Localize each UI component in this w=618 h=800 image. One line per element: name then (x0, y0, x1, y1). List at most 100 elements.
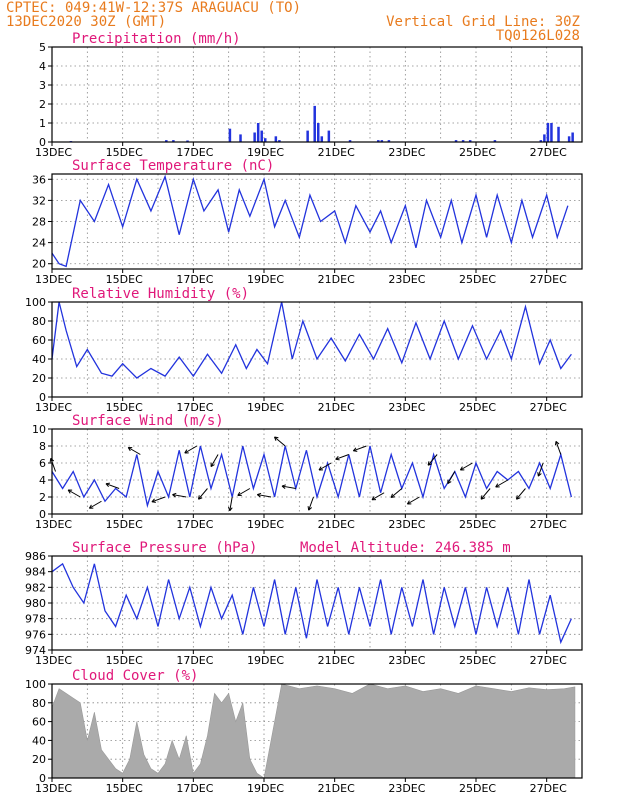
press-xtick-label: 13DEC (35, 654, 72, 667)
press-annotation: Model Altitude: 246.385 m (300, 540, 511, 556)
wind-arrow (274, 436, 286, 447)
cloud-xtick-label: 27DEC (530, 782, 567, 795)
precip-bar (543, 134, 546, 142)
wind-arrow-head (459, 466, 465, 471)
precip-bar (387, 140, 391, 142)
wind-title: Surface Wind (m/s) (72, 413, 224, 429)
wind-ytick-label: 8 (39, 440, 46, 453)
precip-bar (377, 140, 380, 142)
precip-bar (571, 132, 574, 142)
precip-bar (172, 140, 175, 142)
wind-arrow (353, 445, 367, 452)
wind-arrow (105, 483, 120, 489)
rh-ytick-label: 0 (39, 391, 46, 404)
wind-ytick-label: 4 (39, 474, 46, 487)
temp-line (51, 174, 569, 268)
wind-arrow-head (197, 495, 203, 500)
press-ytick-label: 974 (25, 644, 46, 657)
panel-precip: Precipitation (mm/h) 0 1 2 3 4 5 13DEC 15DEC 17DE… (35, 31, 583, 159)
wind-arrow-head (127, 447, 133, 452)
wind-arrow (67, 489, 81, 498)
precip-xtick-label: 27DEC (530, 146, 567, 159)
wind-arrow-head (447, 479, 452, 485)
press-ytick-label: 984 (25, 566, 46, 579)
wind-arrow (480, 488, 491, 500)
press-title: Surface Pressure (hPa) (72, 540, 257, 556)
temp-xtick-label: 27DEC (530, 273, 567, 286)
press-ytick-label: 978 (25, 613, 46, 626)
wind-arrow (237, 488, 251, 496)
precip-bar (306, 130, 309, 142)
wind-arrow-head (352, 447, 358, 452)
cloud-xtick-label: 15DEC (106, 782, 143, 795)
station-header: CPTEC: 049:41W-12:37S ARAGUACU (TO) (6, 0, 301, 16)
wind-arrow-head (105, 482, 111, 488)
panel-press: Surface Pressure (hPa) Model Altitude: 24… (25, 540, 583, 667)
wind-arrow-head (151, 498, 156, 503)
rh-ytick-label: 60 (32, 334, 46, 347)
cloud-xtick-label: 23DEC (388, 782, 425, 795)
wind-frame (51, 428, 583, 515)
wind-arrow (335, 454, 349, 460)
cloud-frame (51, 683, 583, 779)
temp-xtick-label: 21DEC (318, 273, 355, 286)
wind-arrow-head (228, 506, 233, 512)
press-xtick-label: 21DEC (318, 654, 355, 667)
wind-xtick-label: 17DEC (176, 518, 213, 531)
wind-arrow (537, 462, 544, 477)
cloud-ytick-label: 100 (25, 678, 46, 691)
panel-temp: Surface Temperature (nC) 20 24 28 32 36 13DEC 1… (32, 158, 583, 286)
temp-ytick-label: 24 (32, 237, 46, 250)
temp-frame (51, 173, 583, 270)
wind-xtick-label: 25DEC (459, 518, 496, 531)
wind-xtick-label: 23DEC (388, 518, 425, 531)
wind-arrow-head (495, 483, 500, 488)
rh-title: Relative Humidity (%) (72, 286, 249, 302)
wind-arrow-head (184, 449, 189, 454)
precip-bar (348, 140, 352, 142)
precip-bar (278, 140, 281, 142)
precip-bar (256, 123, 260, 142)
press-ytick-label: 976 (25, 628, 46, 641)
precip-bar (260, 130, 263, 142)
rh-ytick-label: 40 (32, 353, 46, 366)
press-xtick-label: 25DEC (459, 654, 496, 667)
panel-wind: Surface Wind (m/s) 0 2 4 6 8 10 13DEC 15DEC 17DEC… (32, 413, 583, 531)
precip-xtick-label: 23DEC (388, 146, 425, 159)
precip-bar (228, 128, 232, 142)
wind-arrow-head (406, 500, 412, 505)
precip-xtick-label: 13DEC (35, 146, 72, 159)
wind-ytick-label: 6 (39, 457, 46, 470)
temp-xtick-label: 15DEC (106, 273, 143, 286)
wind-arrow (151, 496, 166, 503)
wind-arrow (495, 479, 509, 488)
cloud-title: Cloud Cover (%) (72, 668, 198, 684)
wind-arrow (318, 462, 332, 471)
run-date: 13DEC2020 30Z (GMT) (6, 14, 166, 30)
wind-arrow-head (307, 506, 313, 511)
precip-xtick-label: 19DEC (247, 146, 284, 159)
temp-title: Surface Temperature (nC) (72, 158, 274, 174)
wind-ytick-label: 0 (39, 508, 46, 521)
precip-xtick-label: 15DEC (106, 146, 143, 159)
precip-title: Precipitation (mm/h) (72, 31, 241, 47)
cloud-xtick-label: 13DEC (35, 782, 72, 795)
cloud-xtick-label: 19DEC (247, 782, 284, 795)
wind-arrow (460, 462, 473, 471)
wind-arrow (89, 500, 102, 509)
wind-arrow-head (281, 484, 286, 489)
wind-xtick-label: 21DEC (318, 518, 355, 531)
wind-arrow-head (335, 455, 340, 461)
precip-bar (539, 140, 543, 142)
precip-xtick-label: 17DEC (176, 146, 213, 159)
rh-xtick-label: 25DEC (459, 401, 496, 414)
precip-bar (327, 130, 331, 142)
temp-xtick-label: 13DEC (35, 273, 72, 286)
wind-arrow-head (371, 496, 377, 501)
wind-arrow (172, 494, 187, 498)
wind-xtick-label: 19DEC (247, 518, 284, 531)
wind-arrow-head (256, 492, 262, 498)
precip-bar (380, 140, 384, 142)
wind-arrow-head (210, 462, 215, 468)
precip-xtick-label: 25DEC (459, 146, 496, 159)
